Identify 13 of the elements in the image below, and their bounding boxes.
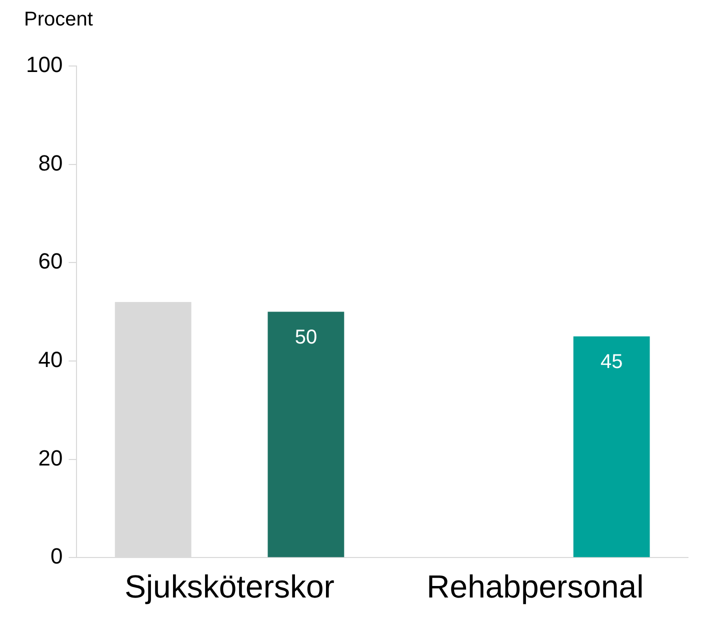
bar: [573, 336, 650, 558]
bar: [268, 312, 344, 558]
y-tick-label: 40: [38, 347, 63, 372]
y-axis-title: Procent: [24, 8, 94, 31]
y-tick-label: 100: [26, 52, 63, 78]
y-tick-label: 0: [50, 544, 63, 569]
y-tick-label: 20: [38, 445, 63, 470]
data-label: 45: [600, 350, 623, 373]
y-tick-label: 80: [38, 150, 63, 176]
data-label: 50: [294, 326, 318, 348]
x-tick-label: Rehabpersonal: [426, 568, 644, 605]
x-tick-label: Sjuksköterskor: [124, 568, 335, 605]
y-tick-label: 60: [38, 248, 63, 274]
